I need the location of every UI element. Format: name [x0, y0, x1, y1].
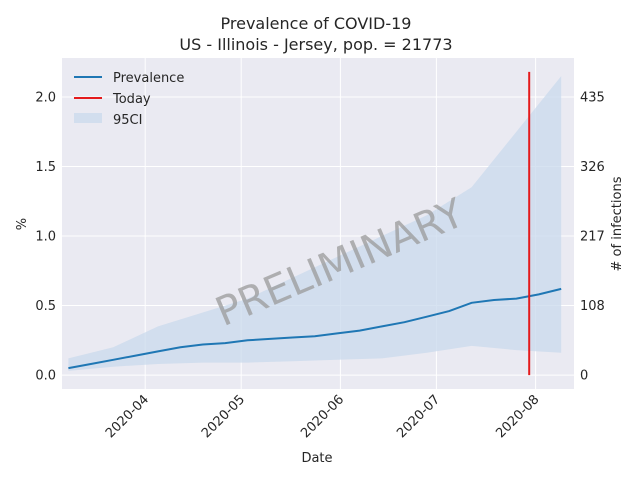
legend-label-95ci: 95CI [113, 113, 142, 128]
x-tick-label: 2020-08 [493, 392, 542, 441]
y-axis-title: % [15, 218, 30, 230]
x-axis-title: Date [301, 451, 332, 466]
legend-swatch-95ci [74, 113, 102, 123]
y-tick-label: 2.0 [35, 90, 56, 105]
legend: Prevalence Today 95CI [74, 71, 184, 128]
x-tick-label: 2020-04 [103, 392, 152, 441]
y-tick-label: 1.5 [35, 160, 56, 175]
y2-tick-labels: 0 108 217 326 435 [580, 90, 605, 383]
x-tick-label: 2020-06 [298, 392, 347, 441]
prevalence-line-layer [68, 287, 562, 370]
y2-tick-label: 108 [580, 299, 605, 314]
y-tick-labels: 0.0 0.5 1.0 1.5 2.0 [35, 90, 56, 383]
legend-label-today: Today [112, 92, 151, 107]
y2-tick-label: 0 [580, 369, 588, 384]
x-tick-label: 2020-07 [394, 392, 443, 441]
x-tick-label: 2020-05 [199, 392, 248, 441]
y-tick-label: 1.0 [35, 230, 56, 245]
legend-label-prevalence: Prevalence [113, 71, 184, 86]
y-tick-label: 0.5 [35, 299, 56, 314]
x-tick-labels: 2020-04 2020-05 2020-06 2020-07 2020-08 [103, 392, 542, 441]
chart-subtitle: US - Illinois - Jersey, pop. = 21773 [179, 35, 452, 54]
ci-band-layer [68, 76, 562, 371]
y2-tick-label: 326 [580, 160, 605, 175]
prevalence-line [68, 287, 562, 370]
ci-band [68, 76, 562, 371]
y2-axis-title: # of infections [610, 176, 625, 271]
chart-title: Prevalence of COVID-19 [221, 14, 412, 33]
y2-tick-label: 217 [580, 230, 605, 245]
y-tick-label: 0.0 [35, 369, 56, 384]
y2-tick-label: 435 [580, 90, 605, 105]
